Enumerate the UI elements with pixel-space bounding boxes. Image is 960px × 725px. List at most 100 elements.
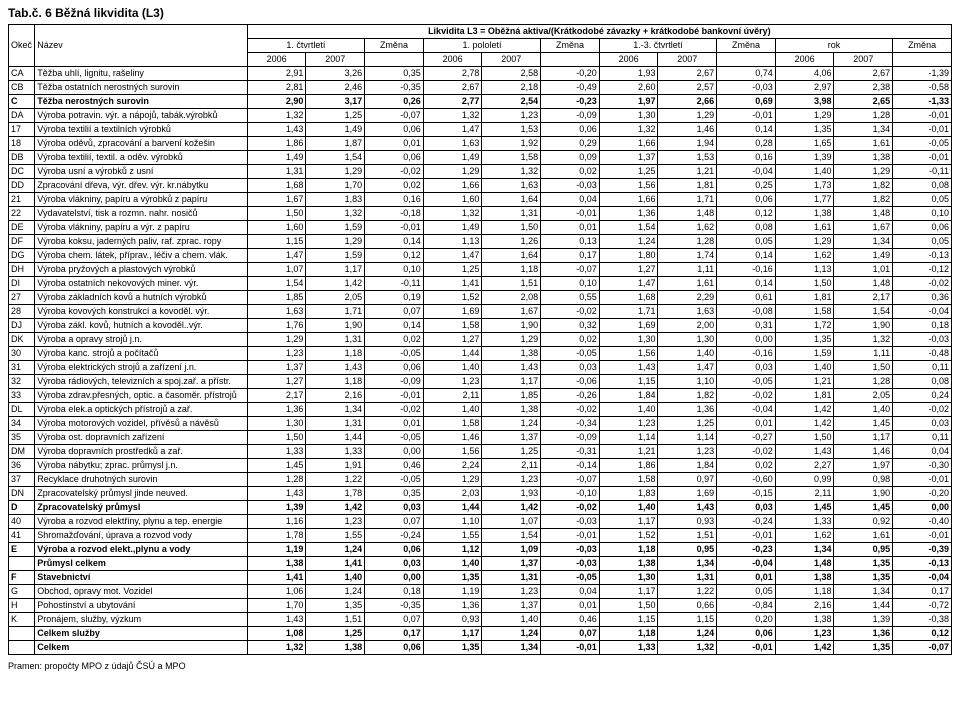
cell-value: 0,46 — [365, 459, 424, 473]
cell-value: 1,31 — [247, 165, 306, 179]
cell-value: 1,41 — [247, 571, 306, 585]
cell-value: 1,45 — [247, 459, 306, 473]
cell-value: 1,11 — [658, 263, 717, 277]
cell-value: 1,43 — [247, 487, 306, 501]
cell-name: Výroba základních kovů a hutních výrobků — [35, 291, 247, 305]
cell-value: -0,02 — [541, 403, 600, 417]
cell-value: 1,29 — [306, 235, 365, 249]
table-row: DLVýroba elek.a optických přístrojů a za… — [9, 403, 952, 417]
cell-value: 1,82 — [834, 193, 893, 207]
table-row: 17Výroba textilií a textilních výrobků1,… — [9, 123, 952, 137]
cell-value: 1,28 — [834, 109, 893, 123]
cell-value: 0,05 — [893, 193, 952, 207]
cell-value: 1,36 — [599, 207, 658, 221]
cell-value: 1,97 — [834, 459, 893, 473]
cell-value: 0,35 — [365, 487, 424, 501]
cell-value: 1,56 — [423, 445, 482, 459]
cell-value: 1,18 — [599, 627, 658, 641]
cell-okec: H — [9, 599, 35, 613]
super-header: Likvidita L3 = Oběžná aktiva/(Krátkodobé… — [247, 25, 951, 39]
cell-value: 0,08 — [893, 179, 952, 193]
cell-okec: 31 — [9, 361, 35, 375]
cell-value: 1,30 — [658, 333, 717, 347]
cell-value: 1,18 — [599, 543, 658, 557]
cell-value: 1,40 — [599, 501, 658, 515]
cell-value: 1,50 — [834, 361, 893, 375]
cell-value: 0,19 — [365, 291, 424, 305]
cell-value: 1,45 — [775, 501, 834, 515]
cell-okec: DJ — [9, 319, 35, 333]
cell-value: 1,23 — [658, 445, 717, 459]
cell-value: 0,00 — [717, 333, 776, 347]
cell-value: 1,68 — [247, 179, 306, 193]
cell-value: 1,45 — [834, 501, 893, 515]
table-row: Průmysl celkem1,381,410,031,401,37-0,031… — [9, 557, 952, 571]
cell-name: Výroba nábytku; zprac. průmysl j.n. — [35, 459, 247, 473]
footer-note: Pramen: propočty MPO z údajů ČSÚ a MPO — [8, 661, 952, 671]
cell-value: 1,37 — [482, 431, 541, 445]
cell-value: 1,50 — [247, 207, 306, 221]
cell-value: 1,38 — [775, 571, 834, 585]
cell-value: 2,29 — [658, 291, 717, 305]
cell-name: Výroba rádiových, televizních a spoj.zař… — [35, 375, 247, 389]
year-header: 2007 — [834, 53, 893, 67]
cell-value: 1,59 — [775, 347, 834, 361]
cell-okec: 36 — [9, 459, 35, 473]
cell-value: 1,23 — [482, 473, 541, 487]
cell-value: -0,01 — [893, 109, 952, 123]
cell-value: 1,43 — [306, 361, 365, 375]
cell-value: 2,16 — [775, 599, 834, 613]
cell-value: 1,23 — [775, 627, 834, 641]
cell-value: 1,38 — [306, 641, 365, 655]
cell-value: 3,98 — [775, 95, 834, 109]
cell-value: 0,02 — [541, 333, 600, 347]
cell-value: 0,95 — [834, 543, 893, 557]
cell-value: 1,32 — [658, 641, 717, 655]
cell-value: 1,84 — [599, 389, 658, 403]
cell-value: 1,84 — [658, 459, 717, 473]
cell-value: -0,04 — [717, 557, 776, 571]
cell-value: -0,04 — [717, 403, 776, 417]
cell-value: 1,40 — [775, 165, 834, 179]
cell-value: -0,01 — [541, 529, 600, 543]
cell-value: 1,28 — [834, 375, 893, 389]
cell-value: 0,00 — [365, 571, 424, 585]
cell-value: 1,08 — [247, 627, 306, 641]
cell-value: 3,26 — [306, 67, 365, 81]
cell-name: Těžba nerostných surovin — [35, 95, 247, 109]
cell-value: -0,01 — [365, 221, 424, 235]
cell-name: Stavebnictví — [35, 571, 247, 585]
cell-name: Výroba dopravních prostředků a zař. — [35, 445, 247, 459]
cell-value: 1,18 — [306, 375, 365, 389]
year-header: 2007 — [482, 53, 541, 67]
cell-value: 1,49 — [306, 123, 365, 137]
cell-value: 0,01 — [365, 137, 424, 151]
cell-value: -0,05 — [365, 473, 424, 487]
cell-value: 0,08 — [717, 221, 776, 235]
cell-value: 0,11 — [893, 431, 952, 445]
cell-value: 1,43 — [247, 123, 306, 137]
cell-value: 1,55 — [423, 529, 482, 543]
cell-value: 1,29 — [423, 165, 482, 179]
cell-value: 1,42 — [306, 501, 365, 515]
cell-okec — [9, 557, 35, 571]
cell-value: 1,29 — [423, 473, 482, 487]
cell-value: 1,66 — [599, 137, 658, 151]
cell-value: 2,38 — [834, 81, 893, 95]
cell-value: 1,10 — [423, 515, 482, 529]
cell-value: 1,62 — [775, 529, 834, 543]
cell-okec: 18 — [9, 137, 35, 151]
cell-name: Výroba a rozvod elekt.,plynu a vody — [35, 543, 247, 557]
cell-value: 1,44 — [306, 431, 365, 445]
cell-value: 1,31 — [306, 417, 365, 431]
cell-value: -0,07 — [893, 641, 952, 655]
cell-okec: C — [9, 95, 35, 109]
cell-value: -1,33 — [893, 95, 952, 109]
cell-value: 1,43 — [775, 445, 834, 459]
table-row: DMVýroba dopravních prostředků a zař.1,3… — [9, 445, 952, 459]
cell-value: 1,87 — [306, 137, 365, 151]
cell-name: Výroba a rozvod elektřiny, plynu a tep. … — [35, 515, 247, 529]
cell-value: 1,23 — [247, 347, 306, 361]
cell-okec: 27 — [9, 291, 35, 305]
cell-value: 1,26 — [482, 235, 541, 249]
